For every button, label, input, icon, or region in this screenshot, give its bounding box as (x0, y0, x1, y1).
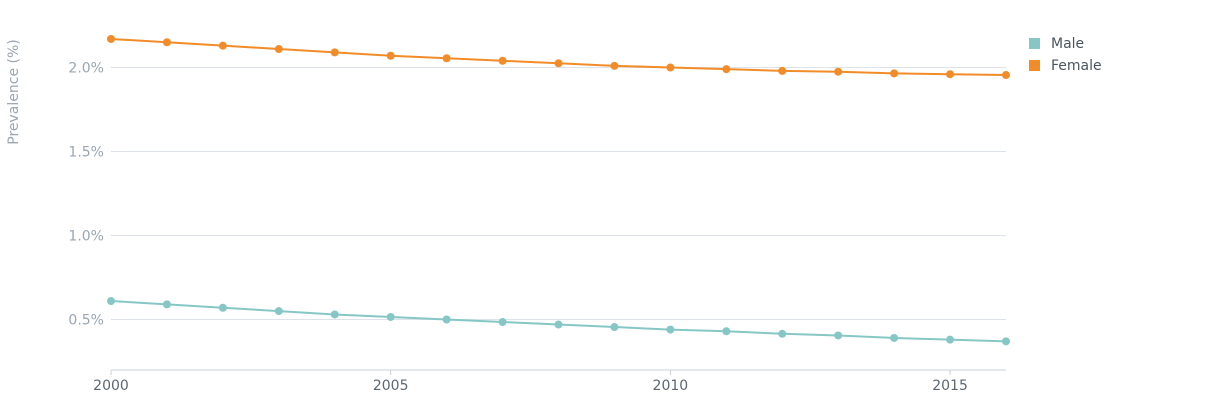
legend-label: Female (1051, 58, 1102, 74)
data-point[interactable] (722, 327, 731, 336)
data-point[interactable] (162, 300, 171, 309)
data-point[interactable] (1002, 337, 1010, 346)
data-point[interactable] (834, 331, 843, 340)
legend-label: Male (1051, 36, 1084, 52)
data-point[interactable] (274, 45, 283, 54)
data-point[interactable] (218, 41, 227, 50)
y-tick-label: 0.5% (68, 313, 104, 329)
data-point[interactable] (554, 59, 563, 68)
data-point[interactable] (162, 38, 171, 47)
data-point[interactable] (1002, 71, 1010, 80)
x-tick-label: 2010 (653, 378, 689, 394)
legend-item-male[interactable]: Male (1029, 36, 1084, 52)
x-tick-label: 2015 (932, 378, 968, 394)
data-point[interactable] (274, 307, 283, 316)
data-point[interactable] (666, 325, 675, 334)
x-tick-label: 2005 (373, 378, 409, 394)
data-point[interactable] (554, 320, 563, 329)
legend-swatch (1029, 38, 1040, 49)
legend-swatch (1029, 60, 1040, 71)
legend-item-female[interactable]: Female (1029, 58, 1102, 74)
data-point[interactable] (330, 310, 339, 319)
data-point[interactable] (498, 56, 507, 65)
data-point[interactable] (722, 65, 731, 74)
data-point[interactable] (946, 70, 955, 79)
data-point[interactable] (107, 34, 115, 43)
data-point[interactable] (778, 329, 787, 338)
series-male (107, 297, 1010, 346)
series-group (107, 34, 1010, 346)
data-point[interactable] (498, 318, 507, 327)
x-tick-label: 2000 (93, 378, 129, 394)
series-line-female (110, 37, 1007, 77)
data-point[interactable] (778, 66, 787, 75)
data-point[interactable] (442, 54, 451, 63)
y-axis-title: Prevalence (%) (6, 39, 22, 145)
data-point[interactable] (890, 333, 899, 342)
gridlines (111, 67, 1006, 320)
data-point[interactable] (442, 315, 451, 324)
y-tick-label: 1.5% (68, 145, 104, 161)
data-point[interactable] (890, 69, 899, 78)
data-point[interactable] (386, 312, 395, 321)
series-female (107, 34, 1010, 80)
data-point[interactable] (107, 297, 115, 306)
y-axis-ticks: 0.5% 1.0% 1.5% 2.0% (68, 61, 104, 329)
data-point[interactable] (330, 48, 339, 57)
data-point[interactable] (610, 323, 619, 332)
data-point[interactable] (610, 61, 619, 70)
x-axis-ticks: 2000 2005 2010 2015 (93, 370, 968, 394)
data-point[interactable] (666, 63, 675, 72)
data-point[interactable] (946, 335, 955, 344)
legend: Male Female (1029, 36, 1102, 74)
data-point[interactable] (218, 303, 227, 312)
y-tick-label: 1.0% (68, 229, 104, 245)
y-tick-label: 2.0% (68, 61, 104, 77)
data-point[interactable] (834, 67, 843, 76)
data-point[interactable] (386, 51, 395, 60)
